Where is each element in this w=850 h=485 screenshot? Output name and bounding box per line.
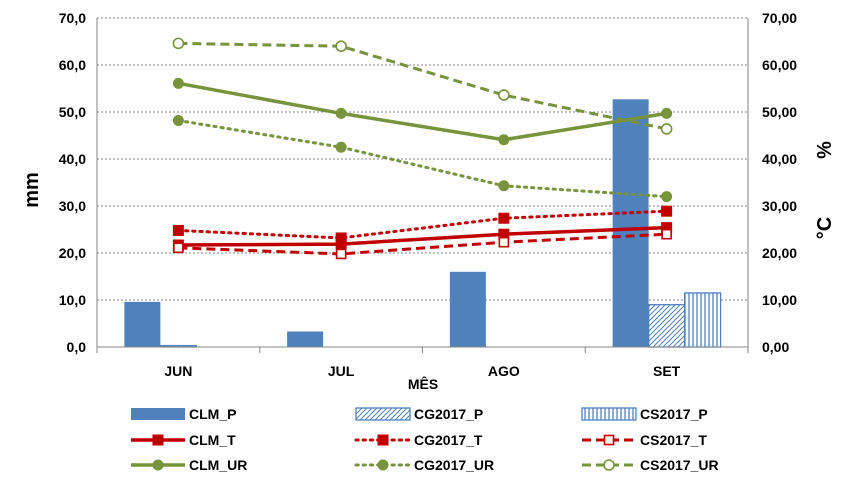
legend-marker [603,434,615,446]
legend-swatch [131,408,185,420]
point-cs2017-ur [660,123,673,135]
y-tick-label-right: 70,00 [762,10,797,26]
legend-item-cs2017-ur: CS2017_UR [582,457,719,473]
line-cs2017-ur [178,41,667,131]
y-tick-label-right: 30,00 [762,198,797,214]
line-clm-ur [178,81,667,142]
point-cs2017-t [173,242,184,254]
point-cg2017-ur [498,180,510,192]
point-cs2017-ur [498,89,510,101]
legend-marker [377,459,389,471]
point-clm-t [335,238,347,250]
series-lines [172,37,673,260]
x-tick-label: JUL [328,363,355,379]
x-axis-title: MÊS [408,375,438,392]
point-clm-t [661,222,673,234]
gridlines [97,17,748,301]
legend-label: CS2017_T [640,432,707,448]
point-cg2017-ur [661,191,673,203]
point-cg2017-ur [172,114,184,126]
legend-item-clm-ur: CLM_UR [131,457,247,473]
legend-item-cg2017-ur: CG2017_UR [354,457,494,473]
point-cg2017-t [498,212,510,224]
point-clm-t [498,228,510,240]
legend-marker [377,434,389,446]
bar-clm-p [124,301,161,347]
line-cg2017-ur [176,118,669,199]
line-cg2017-t [176,209,669,240]
x-tick-marks [96,347,749,353]
point-clm-ur [661,107,673,119]
legend-label: CG2017_UR [414,457,494,473]
point-cs2017-ur [335,40,347,53]
legend-label: CLM_P [189,406,236,422]
y-tick-label-right: 50,00 [762,104,797,120]
legend-label: CG2017_P [414,406,483,422]
legend-label: CLM_T [189,432,236,448]
legend-item-cg2017-t: CG2017_T [354,432,483,448]
point-cg2017-t [172,224,184,236]
legend-item-cs2017-t: CS2017_T [582,432,707,448]
legend-item-cs2017-p: CS2017_P [581,406,708,422]
legend-swatch [355,407,411,421]
y-tick-label-right: 60,00 [762,57,797,73]
point-cg2017-t [335,232,347,244]
point-cg2017-ur [335,141,347,153]
legend-marker [152,434,164,446]
y-axis-title-right-celsius: °C [814,217,836,239]
point-clm-ur [172,77,184,89]
point-cs2017-t [335,248,347,260]
y-tick-label-left: 40,0 [59,151,86,167]
y-tick-label-right: 10,00 [762,292,797,308]
y-tick-label-left: 20,0 [59,245,86,261]
point-cs2017-ur [172,37,185,50]
legend-label: CS2017_UR [640,457,719,473]
legend-label: CS2017_P [640,406,708,422]
bar-cg2017-p [647,304,686,348]
bar-clm-p [287,331,324,347]
legend: CLM_P CG2017_P CS2017_P CLM_T CG2017_T CS2017… [131,406,719,473]
y-tick-label-left: 60,0 [59,57,86,73]
bar-cs2017-p [683,292,722,348]
point-cs2017-t [661,228,672,240]
legend-swatch [581,407,637,421]
y-tick-label-left: 70,0 [59,10,86,26]
y-tick-label-left: 0,0 [67,339,87,355]
legend-item-clm-p: CLM_P [131,406,236,422]
legend-label: CLM_UR [189,457,247,473]
legend-item-cg2017-p: CG2017_P [355,406,483,422]
y-tick-label-right: 0,00 [762,339,789,355]
legend-marker [603,459,615,471]
y-tick-labels-left: 0,0 10,0 20,0 30,0 40,0 50,0 60,0 70,0 [59,10,86,355]
point-clm-ur [335,107,347,119]
x-tick-label: JUN [164,363,192,379]
y-tick-label-right: 20,00 [762,245,797,261]
y-tick-label-left: 10,0 [59,292,86,308]
line-cs2017-t [178,232,667,256]
line-clm-t [178,225,667,247]
y-axis-title-right-percent: % [814,141,836,159]
legend-item-clm-t: CLM_T [131,432,236,448]
y-tick-label-left: 50,0 [59,104,86,120]
bars [124,99,722,348]
point-clm-ur [498,134,510,146]
y-tick-label-right: 40,00 [762,151,797,167]
legend-label: CG2017_T [414,432,483,448]
bar-clm-p [449,271,486,347]
x-tick-labels: JUN JUL AGO SET [164,363,680,379]
y-tick-label-left: 30,0 [59,198,86,214]
point-cg2017-t [661,205,673,217]
y-tick-labels-right: 0,00 10,00 20,00 30,00 40,00 50,00 60,00 70,00 [762,10,797,355]
bar-clm-p [612,99,649,347]
y-axis-title-left: mm [21,172,43,208]
legend-marker [152,459,164,471]
x-tick-label: SET [653,363,681,379]
point-cs2017-t [498,236,510,248]
x-tick-label: AGO [488,363,520,379]
